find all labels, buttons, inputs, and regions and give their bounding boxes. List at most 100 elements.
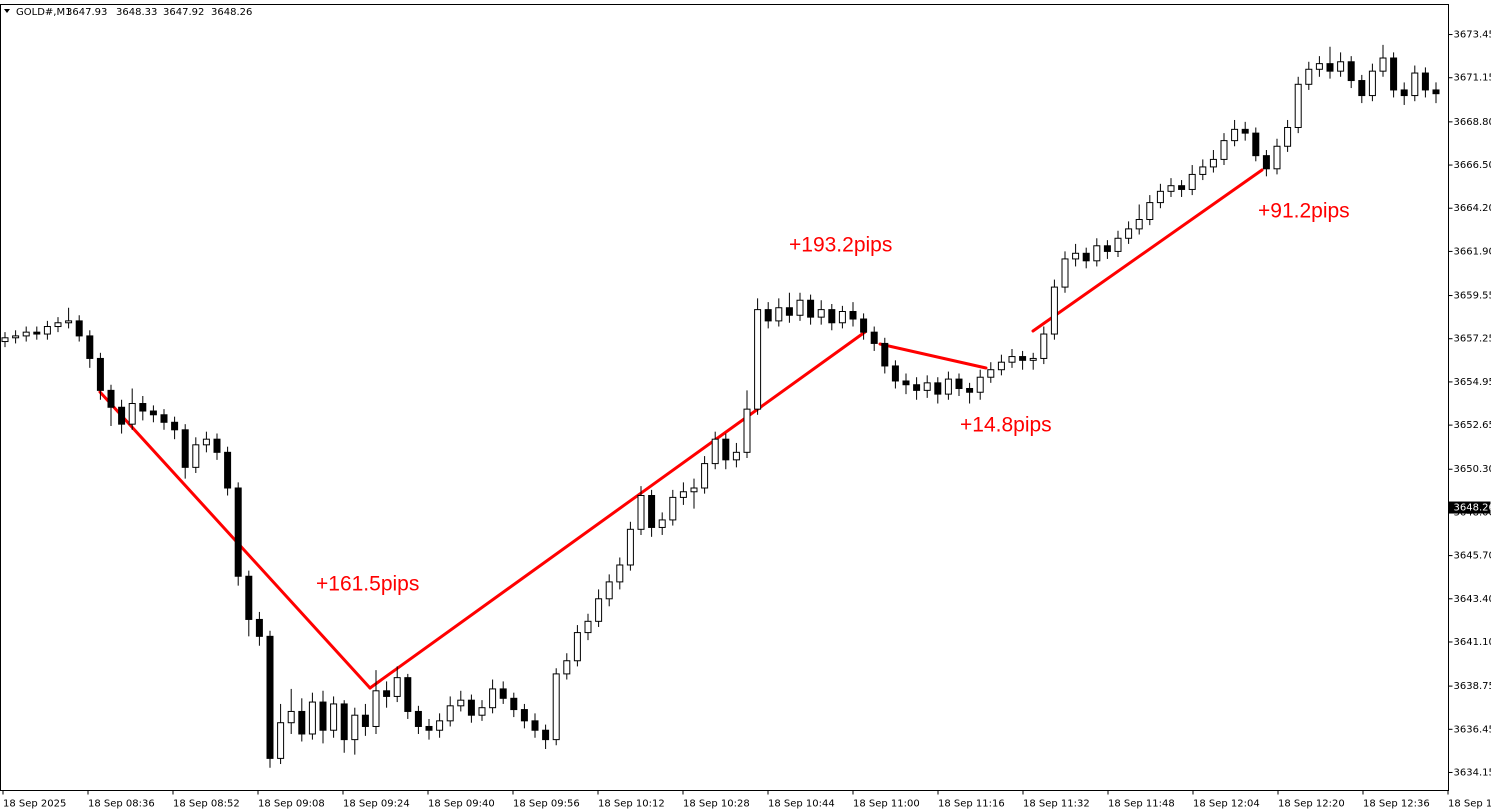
candle-body (351, 714, 359, 741)
candle-body (637, 495, 645, 530)
candle-body (33, 331, 41, 335)
annotation: +193.2pips (789, 234, 892, 257)
trend-lines (98, 168, 1264, 690)
y-tick-label: 3671.15 (1454, 73, 1491, 84)
candle-body (1273, 145, 1281, 170)
candle-body (1103, 245, 1111, 252)
candles (1, 44, 1440, 768)
candle-body (414, 710, 422, 727)
candle-body (1082, 252, 1090, 262)
y-tick-label: 3643.40 (1454, 594, 1491, 605)
candle-body (361, 714, 369, 727)
candle-body (86, 335, 94, 359)
candle-body (446, 705, 454, 722)
candle-body (489, 688, 497, 709)
header-low: 3647.92 (163, 7, 204, 18)
candle-body (923, 382, 931, 391)
candle-body (838, 311, 846, 324)
candle-body (499, 688, 507, 699)
candle-body (743, 408, 751, 453)
candle-body (149, 410, 157, 416)
candle-body (1379, 57, 1387, 72)
candle-body (1294, 83, 1302, 128)
candle-body (65, 320, 73, 324)
candle-body (616, 564, 624, 583)
candle-body (987, 369, 995, 378)
candle-body (1284, 126, 1292, 147)
candle-body (775, 307, 783, 322)
candle-body (510, 697, 518, 711)
candle-body (457, 699, 465, 707)
candle-body (754, 309, 762, 410)
candle-body (679, 491, 687, 498)
candle-body (1040, 333, 1048, 359)
candle-body (520, 709, 528, 722)
header-high: 3648.33 (116, 7, 157, 18)
last-price-box (1448, 501, 1491, 514)
candle-body (319, 701, 327, 731)
candle-body (467, 699, 475, 716)
candle-body (849, 311, 857, 320)
y-tick-label: 3641.10 (1454, 637, 1491, 648)
y-tick-label: 3659.55 (1454, 291, 1491, 302)
candle-body (828, 309, 836, 324)
y-tick-label: 3668.80 (1454, 117, 1491, 128)
candle-body (1209, 158, 1217, 168)
menu-arrow[interactable] (4, 9, 10, 13)
candle-body (118, 406, 126, 425)
candle-body (817, 309, 825, 318)
x-tick-label: 18 Sep 09:56 (513, 799, 580, 810)
candle-body (192, 444, 200, 468)
candle-body (340, 703, 348, 741)
candle-body (573, 632, 581, 662)
candle-body (1178, 185, 1186, 190)
candle-body (722, 438, 730, 461)
candle-body (1400, 89, 1408, 97)
candle-body (1029, 357, 1037, 361)
candle-body (1337, 61, 1345, 72)
candle-body (1241, 128, 1249, 134)
candle-body (234, 487, 242, 577)
candle-body (605, 581, 613, 600)
y-tick-label: 3654.95 (1454, 377, 1491, 388)
x-tick-label: 18 Sep 11:32 (1023, 799, 1090, 810)
candle-body (732, 451, 740, 461)
last-price-label: 3648.26 (1454, 503, 1491, 514)
candle-body (764, 309, 772, 322)
candle-body (1315, 63, 1323, 70)
candle-body (308, 701, 316, 735)
candle-body (245, 575, 253, 620)
x-tick-label: 18 Sep 2025 (3, 799, 66, 810)
candle-body (563, 660, 571, 675)
candle-body (404, 677, 412, 712)
candle-body (955, 378, 963, 389)
candle-body (1188, 173, 1196, 190)
candle-body (255, 618, 263, 637)
candle-body (96, 357, 104, 391)
y-tick-label: 3634.15 (1454, 767, 1491, 778)
candle-body (12, 335, 20, 339)
candle-body (1072, 252, 1080, 260)
candle-body (128, 403, 136, 425)
candle-body (1390, 57, 1398, 91)
x-tick-label: 18 Sep 10:28 (683, 799, 750, 810)
candle-body (1326, 63, 1334, 72)
x-tick-label: 18 Sep 10:12 (598, 799, 665, 810)
x-tick-label: 18 Sep 08:52 (173, 799, 240, 810)
candle-body (383, 690, 391, 697)
candle-body (1146, 202, 1154, 220)
candle-body (1050, 286, 1058, 335)
symbol-title: GOLD#,M1 (16, 7, 71, 18)
candle-body (531, 720, 539, 731)
y-tick-label: 3657.25 (1454, 334, 1491, 345)
candle-body (1125, 228, 1133, 239)
candle-body (393, 677, 401, 697)
x-tick-label: 18 Sep 11:48 (1108, 799, 1175, 810)
candle-body (22, 331, 30, 337)
candle-body (54, 322, 62, 328)
x-tick-label: 18 Sep 09:24 (343, 799, 410, 810)
candle-body (944, 378, 952, 395)
candle-body (139, 403, 147, 412)
candle-body (796, 299, 804, 316)
candle-body (1008, 356, 1016, 363)
